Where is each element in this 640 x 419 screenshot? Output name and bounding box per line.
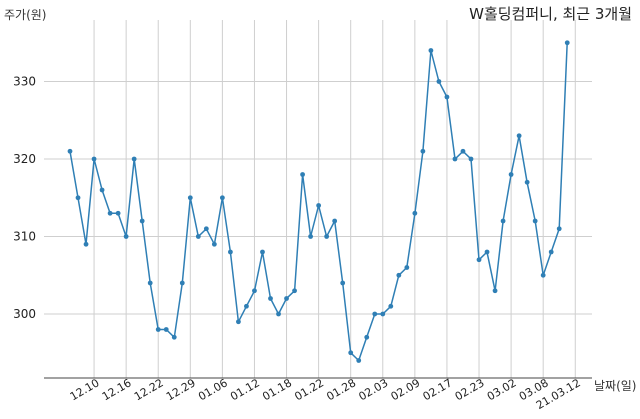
data-point [348,350,354,356]
data-point [524,179,530,185]
data-point [436,79,442,84]
x-tick-label: 01.06 [196,376,230,403]
data-point [476,257,482,263]
data-point [211,241,217,247]
x-tick-label: 12.10 [68,376,102,403]
data-point [564,40,570,46]
y-tick-label: 320 [13,152,36,166]
data-point [372,311,378,317]
data-point [308,234,313,239]
data-point [356,358,362,363]
grid [44,20,592,378]
data-point [147,280,153,286]
x-tick-label: 02.23 [453,376,487,403]
data-point [452,156,458,162]
data-point [340,280,346,286]
y-axis-label: 주가(원) [4,8,47,22]
data-point [83,241,89,247]
data-point [364,334,370,340]
x-tick-label: 12.22 [132,376,166,403]
data-point [292,288,297,294]
data-point [179,280,185,286]
data-point [316,203,322,208]
x-tick-label: 03.02 [485,376,519,403]
data-point [139,218,145,224]
data-point [396,272,402,278]
x-ticks: 12.1012.1612.2212.2901.0601.1201.1801.22… [68,376,583,412]
x-tick-label: 02.09 [389,376,423,403]
data-point [516,133,522,139]
data-point [260,249,265,255]
data-point [500,218,506,224]
x-tick-label: 02.03 [357,376,391,403]
y-tick-label: 310 [13,230,36,244]
x-tick-label: 12.16 [100,376,134,403]
x-tick-label: 01.28 [324,376,358,403]
data-point [123,234,129,239]
x-axis-label: 날짜(일) [594,379,637,393]
data-point [236,319,241,325]
y-tick-label: 300 [13,307,36,321]
data-point [468,156,474,162]
data-point [268,296,273,301]
data-point [300,172,305,177]
data-point [332,218,338,224]
data-point [99,187,105,193]
data-point [412,210,418,216]
data-point [380,311,386,317]
data-point [276,311,281,317]
y-tick-label: 330 [13,75,36,89]
data-point [324,234,330,239]
data-point [203,226,209,232]
data-point [404,265,410,270]
x-tick-label: 01.18 [260,376,294,403]
chart-title: W홀딩컴퍼니, 최근 3개월 [469,5,632,23]
data-point [155,327,161,332]
data-point [540,272,546,278]
data-point [195,234,201,239]
y-ticks: 300 310 320 330 [13,75,36,322]
data-point [252,288,257,294]
data-point [91,156,97,162]
data-point [67,148,73,154]
data-point [532,218,538,224]
data-point [75,195,81,201]
data-point [244,303,249,309]
data-point [187,195,193,201]
data-point [444,94,450,100]
x-tick-label: 02.17 [421,376,455,403]
x-tick-label: 01.12 [228,376,262,403]
data-point [219,195,225,201]
data-point [428,48,434,53]
data-point [107,210,113,216]
data-point [548,249,554,255]
data-point [508,172,514,177]
data-point [492,288,498,294]
data-point [420,148,426,154]
data-point [388,303,394,309]
data-point [115,210,121,216]
x-tick-label: 01.22 [292,376,326,403]
data-point [228,249,233,255]
data-point [163,327,169,332]
data-point [460,148,466,154]
x-tick-label: 12.29 [164,376,198,403]
data-point [171,334,177,340]
data-point [556,226,562,232]
data-points [67,40,570,363]
data-point [131,156,137,162]
data-point [284,296,289,301]
data-point [484,249,490,255]
